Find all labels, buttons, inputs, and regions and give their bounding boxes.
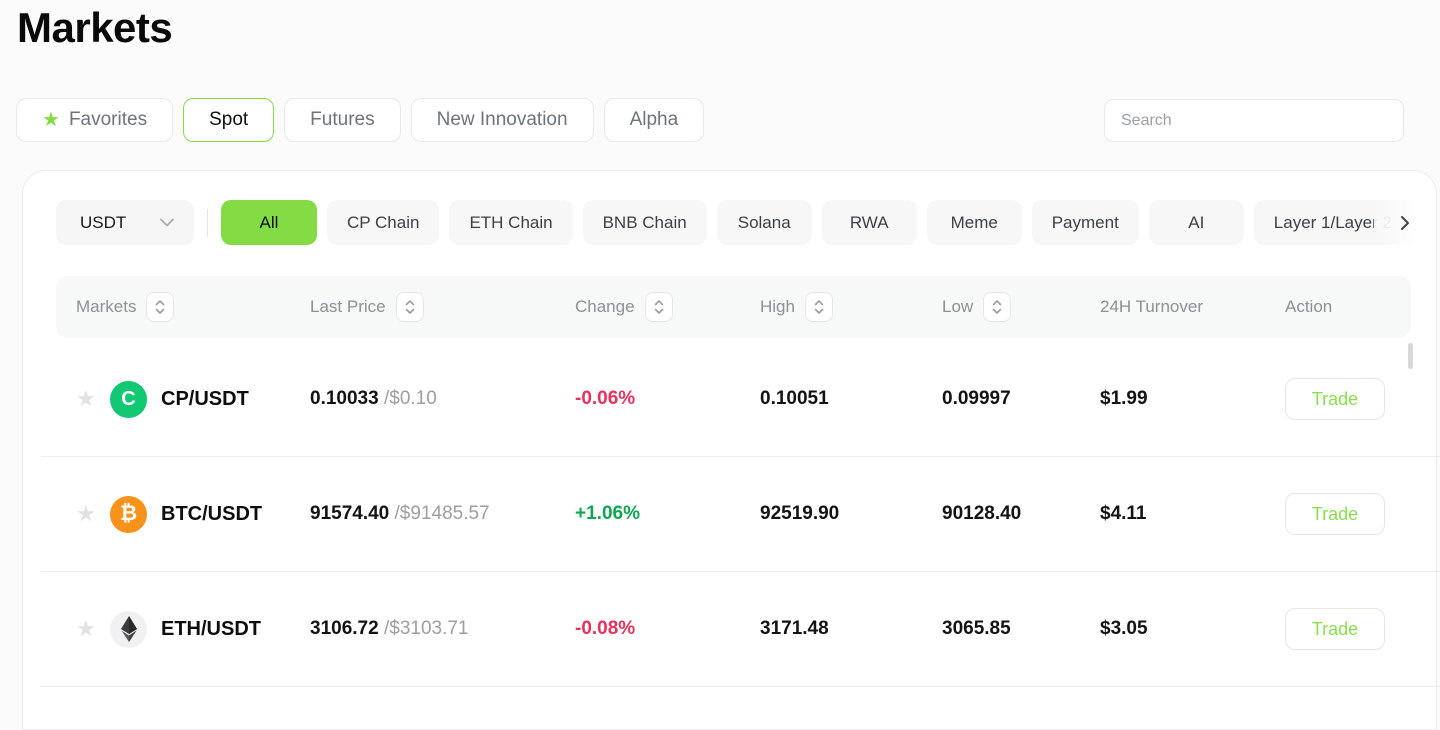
divider: [207, 208, 208, 237]
cp-coin-icon: C: [110, 380, 147, 418]
column-label: High: [760, 297, 795, 316]
chip-solana[interactable]: Solana: [716, 200, 812, 245]
tab-spot[interactable]: Spot: [183, 98, 275, 142]
scrollbar-thumb[interactable]: [1408, 343, 1413, 369]
low-cell: 3065.85: [942, 618, 1011, 639]
last-price: 0.10033: [310, 388, 379, 409]
column-24h-turnover: 24H Turnover: [1078, 297, 1263, 317]
fiat-price: /$91485.57: [394, 503, 490, 524]
action-cell: Trade: [1263, 378, 1440, 420]
low-cell: 90128.40: [942, 503, 1022, 524]
sort-icon[interactable]: [983, 292, 1012, 322]
sort-icon[interactable]: [146, 292, 175, 322]
table-row-eth-usdt: ★ ETH/USDT 3106.72 /$3103.71 -0.08% 3171…: [41, 572, 1440, 687]
trade-button[interactable]: Trade: [1285, 608, 1385, 650]
column-label: Low: [942, 297, 974, 316]
table-header: Markets Last Price Change High Low: [56, 276, 1411, 338]
chips-scroll-right-button[interactable]: [1374, 200, 1436, 245]
chip-all[interactable]: All: [221, 200, 317, 245]
chevron-down-icon: [160, 218, 174, 227]
sort-icon[interactable]: [804, 292, 833, 322]
chip-meme[interactable]: Meme: [926, 200, 1022, 245]
sort-icon[interactable]: [644, 292, 673, 322]
market-cell: ★ C CP/USDT: [56, 380, 288, 418]
star-icon: ★: [42, 109, 60, 131]
market-cell: ★ ETH/USDT: [56, 610, 288, 648]
favorite-star-icon[interactable]: ★: [76, 386, 96, 411]
high-cell: 92519.90: [760, 503, 840, 524]
high-cell: 0.10051: [760, 388, 829, 409]
pair-name: ETH/USDT: [161, 617, 261, 640]
chip-eth-chain[interactable]: ETH Chain: [449, 200, 573, 245]
eth-coin-icon: [110, 610, 147, 648]
markets-card: USDT All CP Chain ETH Chain BNB Chain So…: [22, 170, 1440, 730]
favorite-star-icon[interactable]: ★: [76, 616, 96, 641]
change-cell: +1.06%: [575, 503, 640, 524]
turnover-cell: $3.05: [1100, 618, 1148, 639]
tab-label: Futures: [310, 109, 375, 130]
column-label: Last Price: [310, 297, 386, 316]
trade-button[interactable]: Trade: [1285, 378, 1385, 420]
table-row-btc-usdt: ★ ₿ BTC/USDT 91574.40 /$91485.57 +1.06% …: [41, 457, 1440, 572]
turnover-cell: $1.99: [1100, 388, 1148, 409]
column-high: High: [738, 292, 920, 322]
change-cell: -0.08%: [575, 618, 636, 639]
turnover-cell: $4.11: [1100, 503, 1147, 524]
favorite-star-icon[interactable]: ★: [76, 501, 96, 526]
search-input[interactable]: [1105, 100, 1403, 141]
tab-new-innovation[interactable]: New Innovation: [410, 98, 594, 142]
tab-alpha[interactable]: Alpha: [603, 98, 705, 142]
column-action: Action: [1263, 297, 1411, 317]
last-price-cell: 91574.40 /$91485.57: [288, 503, 553, 525]
fiat-price: /$0.10: [383, 388, 437, 409]
column-markets: Markets: [56, 292, 288, 322]
market-cell: ★ ₿ BTC/USDT: [56, 495, 288, 533]
last-price: 3106.72: [310, 618, 379, 639]
column-label: Markets: [76, 297, 137, 316]
search-box: [1104, 99, 1404, 142]
low-cell: 0.09997: [942, 388, 1011, 409]
chevron-right-icon: [1400, 215, 1410, 231]
last-price-cell: 0.10033 /$0.10: [288, 388, 553, 410]
chip-cp-chain[interactable]: CP Chain: [327, 200, 440, 245]
action-cell: Trade: [1263, 493, 1440, 535]
column-low: Low: [920, 292, 1078, 322]
pair-name: CP/USDT: [161, 387, 249, 410]
tab-label: Spot: [209, 109, 249, 130]
quote-currency-select[interactable]: USDT: [56, 200, 194, 245]
tab-label: Favorites: [68, 109, 148, 130]
tab-favorites[interactable]: ★ Favorites: [16, 98, 174, 142]
chip-payment[interactable]: Payment: [1031, 200, 1139, 245]
column-label: Action: [1285, 297, 1333, 316]
last-price: 91574.40: [310, 503, 390, 524]
chip-bnb-chain[interactable]: BNB Chain: [582, 200, 707, 245]
change-cell: -0.06%: [575, 388, 636, 409]
tab-futures[interactable]: Futures: [284, 98, 401, 142]
pair-name: BTC/USDT: [161, 502, 263, 525]
btc-coin-icon: ₿: [110, 495, 147, 533]
chip-ai[interactable]: AI: [1148, 200, 1244, 245]
fiat-price: /$3103.71: [383, 618, 469, 639]
trade-button[interactable]: Trade: [1285, 493, 1385, 535]
tab-label: New Innovation: [436, 109, 568, 130]
action-cell: Trade: [1263, 608, 1440, 650]
chip-rwa[interactable]: RWA: [821, 200, 917, 245]
last-price-cell: 3106.72 /$3103.71: [288, 618, 553, 640]
category-chips: All CP Chain ETH Chain BNB Chain Solana …: [221, 200, 1412, 245]
column-label: 24H Turnover: [1100, 297, 1203, 316]
markets-table-body: ★ C CP/USDT 0.10033 /$0.10 -0.06% 0.1005…: [41, 342, 1440, 687]
market-tabs: ★ Favorites Spot Futures New Innovation …: [16, 98, 705, 142]
column-last-price: Last Price: [288, 292, 553, 322]
table-row-cp-usdt: ★ C CP/USDT 0.10033 /$0.10 -0.06% 0.1005…: [41, 342, 1440, 457]
tab-label: Alpha: [629, 109, 679, 130]
high-cell: 3171.48: [760, 618, 829, 639]
column-change: Change: [553, 292, 738, 322]
filter-row: USDT All CP Chain ETH Chain BNB Chain So…: [56, 200, 1412, 245]
quote-currency-value: USDT: [80, 212, 127, 232]
page-title: Markets: [17, 4, 173, 51]
sort-icon[interactable]: [395, 292, 424, 322]
column-label: Change: [575, 297, 635, 316]
